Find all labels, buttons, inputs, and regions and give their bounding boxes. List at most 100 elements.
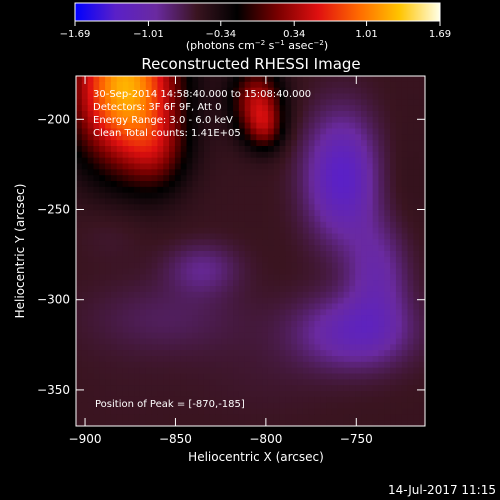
heatmap-cell [105, 245, 112, 252]
heatmap-cell [174, 326, 182, 334]
heatmap-cell [221, 93, 228, 100]
heatmap-cell [215, 221, 222, 229]
heatmap-cell [273, 163, 280, 170]
heatmap-cell [366, 81, 374, 89]
heatmap-cell [163, 81, 170, 89]
heatmap-cell [145, 420, 153, 427]
heatmap-cell [157, 251, 164, 258]
heatmap-cell [128, 140, 135, 147]
heatmap-cell [273, 268, 280, 275]
heatmap-cell [174, 210, 182, 217]
heatmap-cell [343, 122, 350, 129]
heatmap-cell [203, 379, 211, 386]
heatmap-cell [174, 309, 182, 316]
heatmap-cell [203, 332, 211, 339]
heatmap-cell [361, 245, 368, 252]
heatmap-cell [209, 280, 216, 287]
heatmap-cell [308, 163, 315, 170]
heatmap-cell [209, 344, 216, 351]
heatmap-cell [134, 245, 141, 252]
heatmap-cell [105, 332, 112, 339]
heatmap-cell [221, 146, 228, 153]
heatmap-cell [401, 321, 408, 328]
heatmap-cell [401, 361, 408, 369]
heatmap-cell [134, 87, 141, 94]
heatmap-cell [215, 157, 222, 164]
heatmap-cell [122, 233, 129, 240]
heatmap-cell [308, 408, 315, 415]
heatmap-cell [145, 116, 153, 124]
heatmap-cell [180, 321, 187, 328]
heatmap-cell [116, 221, 123, 229]
heatmap-cell [343, 87, 350, 94]
heatmap-cell [285, 286, 292, 293]
heatmap-cell [326, 105, 333, 112]
heatmap-cell [116, 344, 123, 351]
heatmap-cell [151, 373, 158, 380]
heatmap-cell [407, 239, 414, 246]
heatmap-cell [273, 128, 280, 135]
heatmap-cell [285, 233, 292, 240]
colorbar-tick-label: 1.69 [429, 29, 451, 40]
heatmap-cell [297, 303, 304, 310]
heatmap-cell [343, 402, 350, 409]
heatmap-cell [337, 332, 344, 339]
heatmap-cell [203, 87, 211, 94]
heatmap-cell [215, 297, 222, 304]
heatmap-cell [273, 221, 280, 229]
heatmap-cell [291, 122, 298, 129]
heatmap-cell [390, 122, 397, 129]
heatmap-cell [233, 326, 240, 334]
heatmap-cell [302, 321, 310, 328]
heatmap-cell [209, 216, 216, 223]
heatmap-cell [349, 402, 356, 409]
heatmap-cell [267, 274, 275, 281]
heatmap-cell [308, 280, 315, 287]
heatmap-cell [203, 210, 211, 217]
heatmap-cell [128, 350, 135, 357]
heatmap-cell [407, 87, 414, 94]
heatmap-cell [215, 379, 222, 386]
heatmap-cell [337, 169, 344, 176]
heatmap-cell [366, 373, 374, 380]
heatmap-cell [314, 338, 321, 345]
heatmap-cell [390, 291, 397, 299]
heatmap-cell [407, 262, 414, 269]
heatmap-cell [145, 396, 153, 404]
heatmap-cell [395, 408, 403, 415]
heatmap-cell [215, 192, 222, 199]
heatmap-cell [110, 420, 118, 427]
heatmap-cell [250, 175, 257, 182]
heatmap-cell [256, 332, 263, 339]
heatmap-cell [384, 146, 391, 153]
heatmap-cell [145, 367, 153, 374]
heatmap-cell [81, 186, 89, 194]
heatmap-cell [93, 233, 100, 240]
heatmap-cell [238, 239, 246, 246]
heatmap-cell [291, 309, 298, 316]
heatmap-cell [331, 379, 339, 386]
heatmap-cell [326, 315, 333, 322]
heatmap-cell [413, 326, 420, 334]
heatmap-cell [157, 350, 164, 357]
heatmap-cell [366, 414, 374, 421]
heatmap-cell [157, 262, 164, 269]
heatmap-cell [314, 251, 321, 258]
heatmap-cell [273, 385, 280, 392]
heatmap-cell [93, 256, 100, 264]
heatmap-cell [366, 268, 374, 275]
heatmap-cell [372, 326, 379, 334]
heatmap-cell [244, 99, 251, 106]
heatmap-cell [174, 93, 182, 100]
heatmap-cell [151, 105, 158, 112]
heatmap-cell [337, 408, 344, 415]
heatmap-cell [279, 251, 286, 258]
heatmap-cell [99, 262, 106, 269]
heatmap-cell [151, 379, 158, 386]
heatmap-cell [279, 181, 286, 188]
heatmap-cell [407, 321, 414, 328]
heatmap-cell [128, 163, 135, 170]
heatmap-cell [87, 332, 94, 339]
heatmap-cell [395, 116, 403, 124]
heatmap-cell [314, 175, 321, 182]
